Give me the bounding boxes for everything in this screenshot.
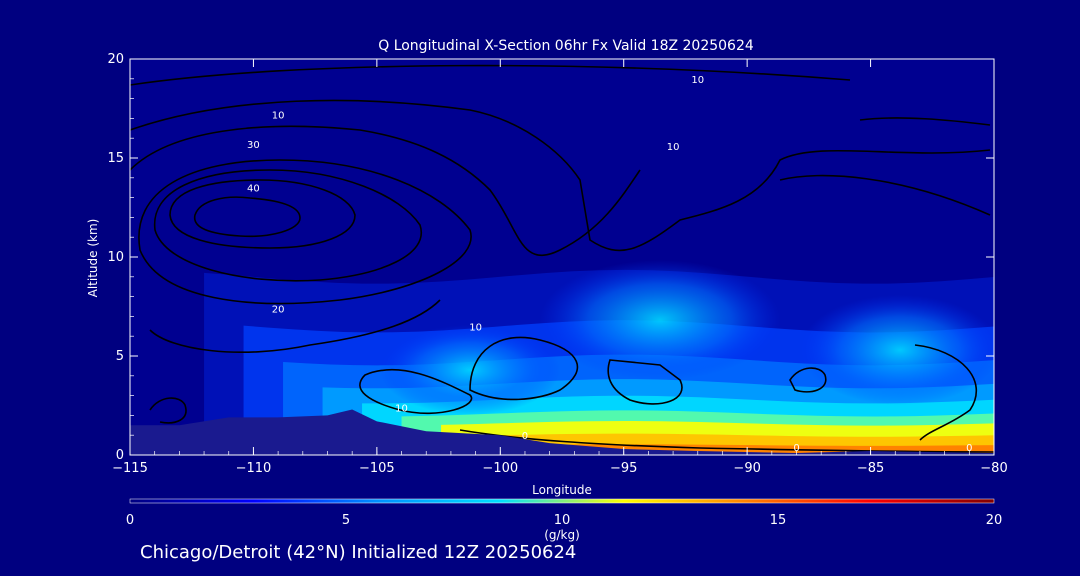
contour-right-mid [779,174,991,216]
contour-label-3: 40 [247,184,260,195]
contour-far-east [914,344,977,441]
x-axis: −115 −110 −105 −100 −95 −90 −85 −80 [112,59,1008,476]
colorbar-tick-label-4: 20 [986,513,1003,528]
contour-upper-ring-2 [130,99,991,252]
x-axis-label: Longitude [532,483,592,497]
y-tick-label-2: 10 [107,250,124,265]
colorbar-tick-label-0: 0 [126,513,134,528]
x-tick-label-2: −105 [359,461,395,476]
contour-east-loop [607,359,683,405]
y-tick-label-3: 15 [107,151,124,166]
x-tick-label-5: −90 [733,461,760,476]
contour-surface-0 [459,429,994,453]
contour-small-loop [789,367,827,393]
colorbar-ticks: 0 5 10 15 20 [126,513,1002,528]
colorbar-tick-label-2: 10 [554,513,571,528]
moisture-blob-mid [380,325,560,415]
contour-label-1: 20 [272,304,285,315]
colorbar [129,498,995,504]
contour-west-edge [149,397,187,424]
x-tick-label-6: −85 [857,461,884,476]
y-tick-label-4: 20 [107,52,124,67]
y-tick-label-0: 0 [116,448,124,463]
x-tick-label-0: −115 [112,461,148,476]
contour-upper-ring-1 [130,64,851,86]
y-tick-label-1: 5 [116,349,124,364]
contour-ring-30 [154,169,423,282]
colorbar-tick-label-1: 5 [342,513,350,528]
x-tick-label-3: −100 [482,461,518,476]
contour-right-bulge [859,117,991,126]
colorbar-tick-label-3: 15 [770,513,787,528]
contour-ring-20 [138,159,472,305]
x-tick-label-7: −80 [980,461,1007,476]
terrain [130,409,994,455]
x-tick-label-1: −110 [236,461,272,476]
contour-mid-loop [469,336,579,401]
contour-label-5: 10 [667,142,680,153]
chart-title: Q Longitudinal X-Section 06hr Fx Valid 1… [378,38,754,54]
moisture-blob-far-east [800,295,994,405]
contour-upper-ring-3 [130,125,641,257]
footer-caption: Chicago/Detroit (42°N) Initialized 12Z 2… [140,542,577,563]
contour-ring-inner [194,196,301,238]
contour-label-9: 0 [793,443,799,454]
contour-lower-loop [149,299,441,353]
contour-label-7: 10 [395,403,408,414]
y-axis: 0 5 10 15 20 [107,52,994,463]
colorbar-label: (g/kg) [544,528,580,542]
contour-label-4: 10 [272,110,285,121]
contour-ring-10 [359,368,473,415]
moisture-blob-east [540,260,780,380]
contour-label-8: 0 [522,431,528,442]
contour-lines [130,64,994,453]
contour-label-10: 0 [966,443,972,454]
contour-label-6: 10 [691,75,704,86]
contour-labels: 10 20 30 40 10 10 10 10 0 0 0 [247,75,972,454]
y-axis-label: Altitude (km) [86,219,100,298]
contour-label-2: 30 [247,140,260,151]
x-tick-label-4: −95 [610,461,637,476]
contour-label-0: 10 [469,322,482,333]
contour-ring-40 [169,179,356,249]
